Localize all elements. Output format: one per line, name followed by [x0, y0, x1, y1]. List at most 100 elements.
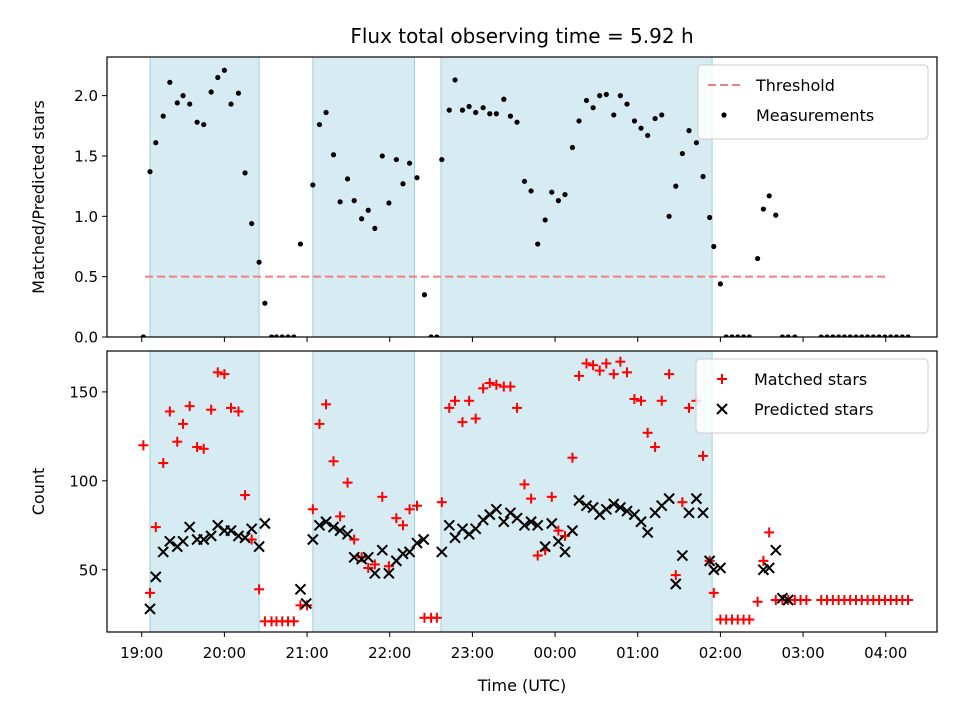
data-point	[221, 67, 227, 73]
data-point	[421, 292, 428, 298]
data-point	[355, 553, 368, 565]
data-point	[801, 594, 812, 605]
data-point	[469, 523, 482, 535]
data-point	[225, 524, 237, 537]
data-point	[666, 213, 672, 219]
y-tick-label: 0.5	[74, 268, 98, 286]
data-point	[215, 74, 221, 81]
data-point	[232, 530, 245, 542]
data-point	[294, 583, 307, 596]
data-point	[446, 107, 452, 113]
data-point	[708, 587, 719, 598]
legend-label: Threshold	[755, 76, 835, 95]
data-point	[645, 132, 651, 139]
data-point	[758, 555, 769, 566]
data-point	[344, 176, 351, 182]
data-point	[697, 507, 709, 519]
data-point	[349, 534, 360, 545]
data-point	[764, 527, 775, 538]
data-point	[356, 552, 367, 563]
data-point	[341, 528, 354, 540]
data-point	[208, 89, 214, 95]
data-point	[779, 334, 786, 337]
observing-window	[149, 57, 260, 337]
data-point	[621, 505, 633, 517]
data-point	[601, 358, 612, 369]
data-point	[327, 521, 340, 533]
legend-label: Matched stars	[754, 370, 867, 389]
data-point	[444, 402, 455, 413]
data-point	[677, 497, 688, 508]
data-point	[144, 587, 155, 598]
data-point	[337, 199, 343, 205]
data-point	[608, 498, 620, 510]
y-tick-label: 2.0	[74, 87, 98, 105]
data-point	[273, 334, 280, 337]
data-point	[635, 516, 647, 528]
x-tick-label: 01:00	[616, 644, 659, 662]
data-point	[226, 402, 237, 413]
data-point	[525, 516, 537, 528]
data-point	[707, 214, 713, 221]
data-point	[369, 567, 381, 580]
data-point	[526, 493, 537, 504]
axes-frame	[106, 350, 938, 633]
data-point	[178, 418, 189, 429]
data-point	[256, 259, 262, 265]
data-point	[899, 334, 905, 337]
data-point	[328, 456, 339, 467]
data-point	[334, 524, 346, 537]
data-point	[567, 452, 578, 463]
data-point	[573, 494, 585, 507]
data-point	[140, 334, 146, 337]
data-point	[459, 107, 466, 113]
data-point	[621, 367, 632, 378]
data-point	[452, 77, 458, 83]
data-point	[614, 501, 627, 514]
data-point	[830, 334, 836, 337]
data-point	[546, 491, 557, 502]
series-matched-stars	[138, 356, 914, 627]
data-point	[760, 206, 766, 212]
y-tick-label: 0.0	[74, 329, 98, 347]
data-point	[297, 241, 304, 247]
data-point	[406, 160, 413, 166]
data-point	[693, 140, 700, 146]
data-point	[397, 548, 409, 560]
data-point	[288, 616, 299, 627]
legend-item: Measurements	[721, 106, 874, 125]
observing-window	[312, 57, 416, 337]
data-point	[307, 533, 319, 546]
data-point	[412, 500, 423, 511]
data-point	[320, 516, 332, 528]
data-point	[160, 113, 166, 119]
data-point	[391, 513, 402, 524]
data-point	[698, 450, 709, 461]
legend-item: Matched stars	[717, 370, 867, 389]
data-point	[372, 225, 378, 231]
data-point	[321, 399, 332, 410]
data-point	[174, 100, 180, 106]
legend-box	[697, 64, 929, 140]
data-point	[473, 109, 479, 116]
data-point	[201, 121, 207, 128]
data-point	[491, 379, 502, 390]
data-point	[590, 105, 596, 111]
observing-window	[312, 351, 416, 632]
data-point	[457, 417, 468, 428]
data-point	[763, 562, 775, 574]
legend-item: Threshold	[708, 76, 835, 95]
data-point	[351, 198, 357, 204]
data-point	[893, 334, 900, 337]
x-tick-label: 04:00	[864, 644, 907, 662]
data-point	[180, 93, 186, 99]
data-point	[144, 603, 156, 615]
data-point	[608, 369, 619, 380]
data-point	[824, 334, 830, 337]
data-point	[478, 383, 489, 394]
data-point	[376, 544, 388, 556]
data-point	[404, 504, 415, 515]
data-point	[383, 567, 395, 580]
data-point	[528, 188, 534, 194]
